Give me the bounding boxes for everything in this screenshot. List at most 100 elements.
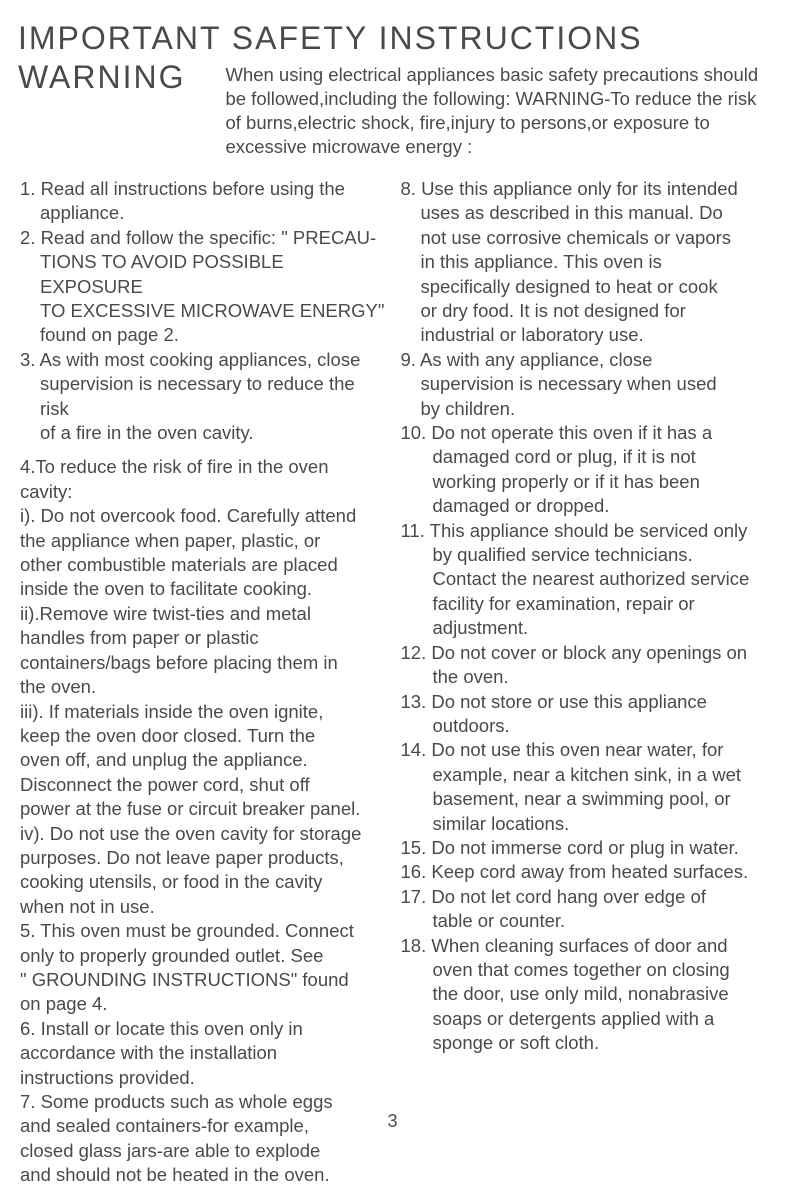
instruction-9: 9. As with any appliance, close supervis… <box>401 348 768 421</box>
text-line: supervision is necessary to reduce the r… <box>20 372 387 421</box>
text-line: not use corrosive chemicals or vapors <box>401 226 768 250</box>
text-line: specifically designed to heat or cook <box>401 275 768 299</box>
text-line: industrial or laboratory use. <box>401 323 768 347</box>
text-line: TIONS TO AVOID POSSIBLE EXPOSURE <box>20 250 387 299</box>
text-line: 13. Do not store or use this appliance <box>401 690 768 714</box>
text-line: 11. This appliance should be serviced on… <box>401 519 768 543</box>
text-line: containers/bags before placing them in <box>20 651 387 675</box>
text-line: soaps or detergents applied with a <box>401 1007 768 1031</box>
text-line: power at the fuse or circuit breaker pan… <box>20 797 387 821</box>
text-line: 15. Do not immerse cord or plug in water… <box>401 836 768 860</box>
text-line: facility for examination, repair or <box>401 592 768 616</box>
text-line: the oven. <box>401 665 768 689</box>
text-line: 6. Install or locate this oven only in <box>20 1017 387 1041</box>
instruction-17: 17. Do not let cord hang over edge of ta… <box>401 885 768 934</box>
instruction-16: 16. Keep cord away from heated surfaces. <box>401 860 768 884</box>
warning-label: WARNING <box>18 59 215 96</box>
text-line: adjustment. <box>401 616 768 640</box>
text-line: 2. Read and follow the specific: " PRECA… <box>20 226 387 250</box>
instruction-12: 12. Do not cover or block any openings o… <box>401 641 768 690</box>
instruction-3: 3. As with most cooking appliances, clos… <box>20 348 387 446</box>
text-line: or dry food. It is not designed for <box>401 299 768 323</box>
instruction-8: 8. Use this appliance only for its inten… <box>401 177 768 348</box>
text-line: 4.To reduce the risk of fire in the oven <box>20 455 387 479</box>
text-line: handles from paper or plastic <box>20 626 387 650</box>
text-line: 8. Use this appliance only for its inten… <box>401 177 768 201</box>
text-line: oven that comes together on closing <box>401 958 768 982</box>
text-line: the oven. <box>20 675 387 699</box>
instruction-7: 7. Some products such as whole eggs and … <box>20 1090 387 1188</box>
instruction-2: 2. Read and follow the specific: " PRECA… <box>20 226 387 348</box>
instruction-4: 4.To reduce the risk of fire in the oven… <box>20 455 387 919</box>
text-line: working properly or if it has been <box>401 470 768 494</box>
text-line: closed glass jars-are able to explode <box>20 1139 387 1163</box>
text-line: of a fire in the oven cavity. <box>20 421 387 445</box>
instruction-10: 10. Do not operate this oven if it has a… <box>401 421 768 519</box>
text-line: only to properly grounded outlet. See <box>20 944 387 968</box>
text-line: oven off, and unplug the appliance. <box>20 748 387 772</box>
left-column: 1. Read all instructions before using th… <box>18 177 387 1188</box>
text-line: 18. When cleaning surfaces of door and <box>401 934 768 958</box>
text-line: 9. As with any appliance, close <box>401 348 768 372</box>
text-line: table or counter. <box>401 909 768 933</box>
instruction-18: 18. When cleaning surfaces of door and o… <box>401 934 768 1056</box>
text-line: ii).Remove wire twist-ties and metal <box>20 602 387 626</box>
text-line: by children. <box>401 397 768 421</box>
text-line: " GROUNDING INSTRUCTIONS" found <box>20 968 387 992</box>
header-row: WARNING When using electrical appliances… <box>18 59 767 159</box>
text-line: 12. Do not cover or block any openings o… <box>401 641 768 665</box>
text-line: 1. Read all instructions before using th… <box>20 177 387 201</box>
instruction-15: 15. Do not immerse cord or plug in water… <box>401 836 768 860</box>
text-line: on page 4. <box>20 992 387 1016</box>
text-line: purposes. Do not leave paper products, <box>20 846 387 870</box>
text-line: 10. Do not operate this oven if it has a <box>401 421 768 445</box>
text-line: found on page 2. <box>20 323 387 347</box>
text-line: 17. Do not let cord hang over edge of <box>401 885 768 909</box>
instruction-1: 1. Read all instructions before using th… <box>20 177 387 226</box>
content-columns: 1. Read all instructions before using th… <box>18 177 767 1188</box>
text-line: other combustible materials are placed <box>20 553 387 577</box>
text-line: by qualified service technicians. <box>401 543 768 567</box>
text-line: and should not be heated in the oven. <box>20 1163 387 1187</box>
intro-text: When using electrical appliances basic s… <box>215 59 767 159</box>
text-line: iii). If materials inside the oven ignit… <box>20 700 387 724</box>
text-line: 16. Keep cord away from heated surfaces. <box>401 860 768 884</box>
text-line: supervision is necessary when used <box>401 372 768 396</box>
text-line: TO EXCESSIVE MICROWAVE ENERGY" <box>20 299 387 323</box>
text-line: iv). Do not use the oven cavity for stor… <box>20 822 387 846</box>
page-number: 3 <box>387 1111 397 1132</box>
text-line: cooking utensils, or food in the cavity <box>20 870 387 894</box>
text-line: in this appliance. This oven is <box>401 250 768 274</box>
text-line: Contact the nearest authorized service <box>401 567 768 591</box>
right-column: 8. Use this appliance only for its inten… <box>399 177 768 1188</box>
text-line: damaged cord or plug, if it is not <box>401 445 768 469</box>
text-line: cavity: <box>20 480 387 504</box>
text-line: 7. Some products such as whole eggs <box>20 1090 387 1114</box>
text-line: and sealed containers-for example, <box>20 1114 387 1138</box>
text-line: uses as described in this manual. Do <box>401 201 768 225</box>
text-line: keep the oven door closed. Turn the <box>20 724 387 748</box>
text-line: sponge or soft cloth. <box>401 1031 768 1055</box>
text-line: 14. Do not use this oven near water, for <box>401 738 768 762</box>
text-line: 3. As with most cooking appliances, clos… <box>20 348 387 372</box>
text-line: instructions provided. <box>20 1066 387 1090</box>
text-line: basement, near a swimming pool, or <box>401 787 768 811</box>
text-line: similar locations. <box>401 812 768 836</box>
text-line: i). Do not overcook food. Carefully atte… <box>20 504 387 528</box>
instruction-11: 11. This appliance should be serviced on… <box>401 519 768 641</box>
text-line: when not in use. <box>20 895 387 919</box>
instruction-6: 6. Install or locate this oven only in a… <box>20 1017 387 1090</box>
instruction-13: 13. Do not store or use this appliance o… <box>401 690 768 739</box>
text-line: appliance. <box>20 201 387 225</box>
text-line: outdoors. <box>401 714 768 738</box>
text-line: example, near a kitchen sink, in a wet <box>401 763 768 787</box>
text-line: Disconnect the power cord, shut off <box>20 773 387 797</box>
text-line: inside the oven to facilitate cooking. <box>20 577 387 601</box>
text-line: the door, use only mild, nonabrasive <box>401 982 768 1006</box>
text-line: the appliance when paper, plastic, or <box>20 529 387 553</box>
text-line: 5. This oven must be grounded. Connect <box>20 919 387 943</box>
text-line: damaged or dropped. <box>401 494 768 518</box>
instruction-5: 5. This oven must be grounded. Connect o… <box>20 919 387 1017</box>
page-title: IMPORTANT SAFETY INSTRUCTIONS <box>18 20 767 57</box>
instruction-14: 14. Do not use this oven near water, for… <box>401 738 768 836</box>
